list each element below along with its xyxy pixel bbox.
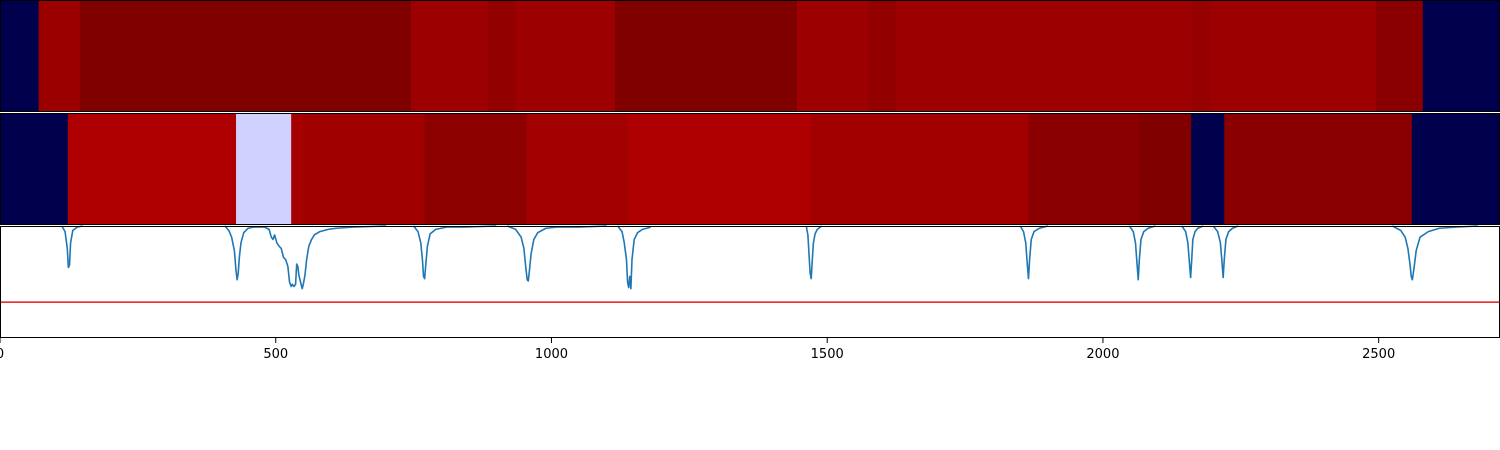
- signal-dip-0-4: [617, 225, 651, 290]
- signal-dip-0-3: [507, 225, 607, 282]
- top-strip-cell-12: [1375, 0, 1424, 112]
- middle-strip-cell-13: [1411, 113, 1500, 225]
- top-strip-cell-7: [796, 0, 870, 112]
- x-axis: 0 500 1000 1500 2000 2500: [0, 338, 1395, 362]
- x-tick-label-2: 1000: [535, 347, 568, 362]
- top-strip-cell-13: [1422, 0, 1500, 112]
- signal-panel-background: [0, 226, 1500, 338]
- x-tick-label-1: 500: [263, 347, 288, 362]
- top-strip-cell-10: [1191, 0, 1212, 112]
- top-strip-cell-0: [0, 0, 40, 112]
- signal-dip-0-9: [1212, 225, 1239, 279]
- signal-series: [61, 225, 1478, 290]
- x-tick-label-3: 1500: [811, 347, 844, 362]
- signal-dip-0-8: [1181, 225, 1204, 279]
- x-tick-label-4: 2000: [1086, 347, 1119, 362]
- top-strip-cell-3: [410, 0, 489, 112]
- middle-heatmap-strip: [0, 113, 1500, 225]
- top-strip-cell-6: [614, 0, 798, 112]
- signal-dip-0-0: [61, 225, 83, 269]
- x-tick-label-0: 0: [0, 347, 4, 362]
- top-strip-cell-8: [868, 0, 897, 112]
- middle-strip-cell-12: [1224, 113, 1413, 225]
- middle-strip-cell-11: [1191, 113, 1225, 225]
- signal-dip-0-2: [412, 225, 497, 280]
- middle-strip-cell-7: [628, 113, 812, 225]
- middle-strip-cell-8: [810, 113, 1030, 225]
- middle-strip-cell-9: [1028, 113, 1140, 225]
- top-strip-cell-4: [488, 0, 517, 112]
- signal-dip-0-5: [805, 225, 823, 280]
- middle-strip-cell-6: [526, 113, 630, 225]
- top-strip-cell-11: [1210, 0, 1377, 112]
- top-strip-cell-5: [515, 0, 616, 112]
- signal-dip-0-7: [1128, 225, 1156, 281]
- x-tick-label-5: 2500: [1362, 347, 1395, 362]
- signal-dip-0-6: [1019, 225, 1048, 280]
- top-strip-cell-9: [896, 0, 1192, 112]
- top-strip-cell-1: [38, 0, 81, 112]
- signal-dip-0-1: [224, 225, 387, 290]
- middle-strip-cell-1: [67, 113, 237, 225]
- top-strip-cell-2: [79, 0, 412, 112]
- top-heatmap-strip: [0, 0, 1500, 112]
- middle-strip-cell-10: [1138, 113, 1192, 225]
- middle-strip-cell-4: [306, 113, 426, 225]
- signal-dip-0-10: [1392, 225, 1478, 281]
- middle-strip-cell-3: [291, 113, 307, 225]
- middle-strip-cell-0: [0, 113, 69, 225]
- middle-strip-cell-5: [424, 113, 528, 225]
- middle-strip-cell-2: [236, 113, 292, 225]
- signal-panel: [0, 225, 1500, 338]
